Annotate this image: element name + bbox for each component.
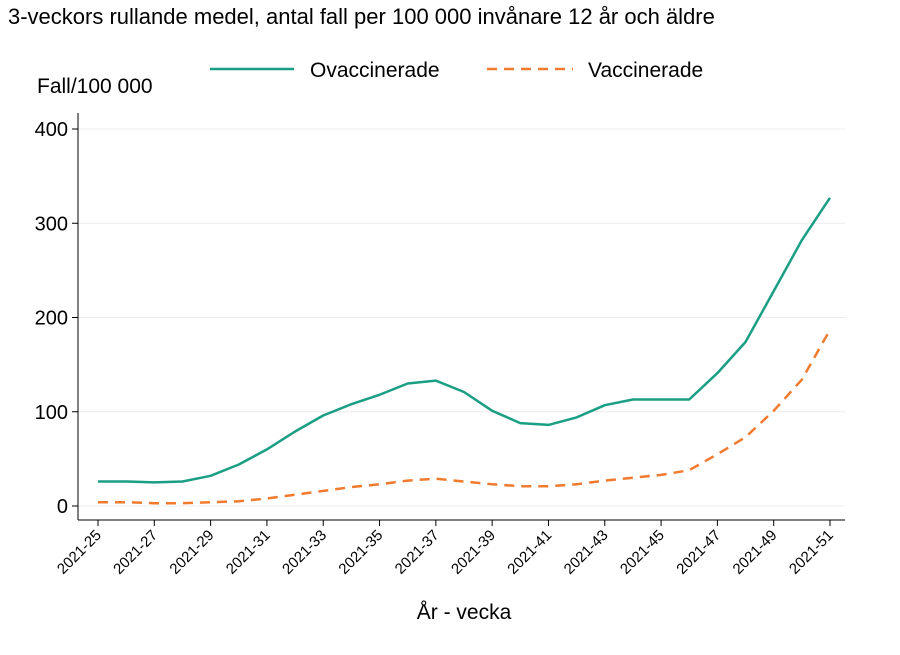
x-tick-label: 2021-25 — [54, 527, 105, 578]
legend: Ovaccinerade Vaccinerade — [210, 59, 703, 82]
x-tick-label: 2021-33 — [279, 527, 330, 578]
x-tick-label: 2021-27 — [110, 527, 161, 578]
x-ticks: 2021-25 2021-27 2021-29 2021-31 2021-33 2021-… — [54, 520, 837, 578]
x-tick-label: 2021-39 — [448, 527, 499, 578]
x-tick-label: 2021-49 — [730, 527, 781, 578]
x-tick-label: 2021-45 — [617, 527, 668, 578]
legend-label-vaccinerade: Vaccinerade — [588, 59, 703, 82]
x-tick-label: 2021-47 — [673, 527, 724, 578]
x-tick-label: 2021-35 — [335, 527, 386, 578]
legend-label-ovaccinerade: Ovaccinerade — [310, 59, 440, 82]
series-line-vaccinerade — [98, 329, 832, 505]
series-lines — [98, 197, 832, 505]
y-tick-label: 200 — [35, 308, 68, 330]
y-tick-label: 300 — [35, 213, 68, 235]
x-tick-label: 2021-31 — [223, 527, 274, 578]
y-tick-label: 0 — [57, 496, 68, 518]
x-tick-label: 2021-29 — [166, 527, 217, 578]
y-tick-label: 100 — [35, 402, 68, 424]
x-tick-label: 2021-37 — [392, 527, 443, 578]
y-axis-label: Fall/100 000 — [37, 75, 153, 98]
x-tick-label: 2021-43 — [561, 527, 612, 578]
y-ticks: 0 100 200 300 400 — [35, 119, 78, 518]
series-line-ovaccinerade — [98, 197, 832, 484]
y-tick-label: 400 — [35, 119, 68, 141]
x-tick-label: 2021-51 — [786, 527, 837, 578]
chart-title: 3-veckors rullande medel, antal fall per… — [8, 4, 715, 29]
x-axis-label: År - vecka — [417, 601, 512, 624]
gridlines — [78, 128, 845, 507]
axes — [77, 113, 845, 521]
x-tick-label: 2021-41 — [504, 527, 555, 578]
